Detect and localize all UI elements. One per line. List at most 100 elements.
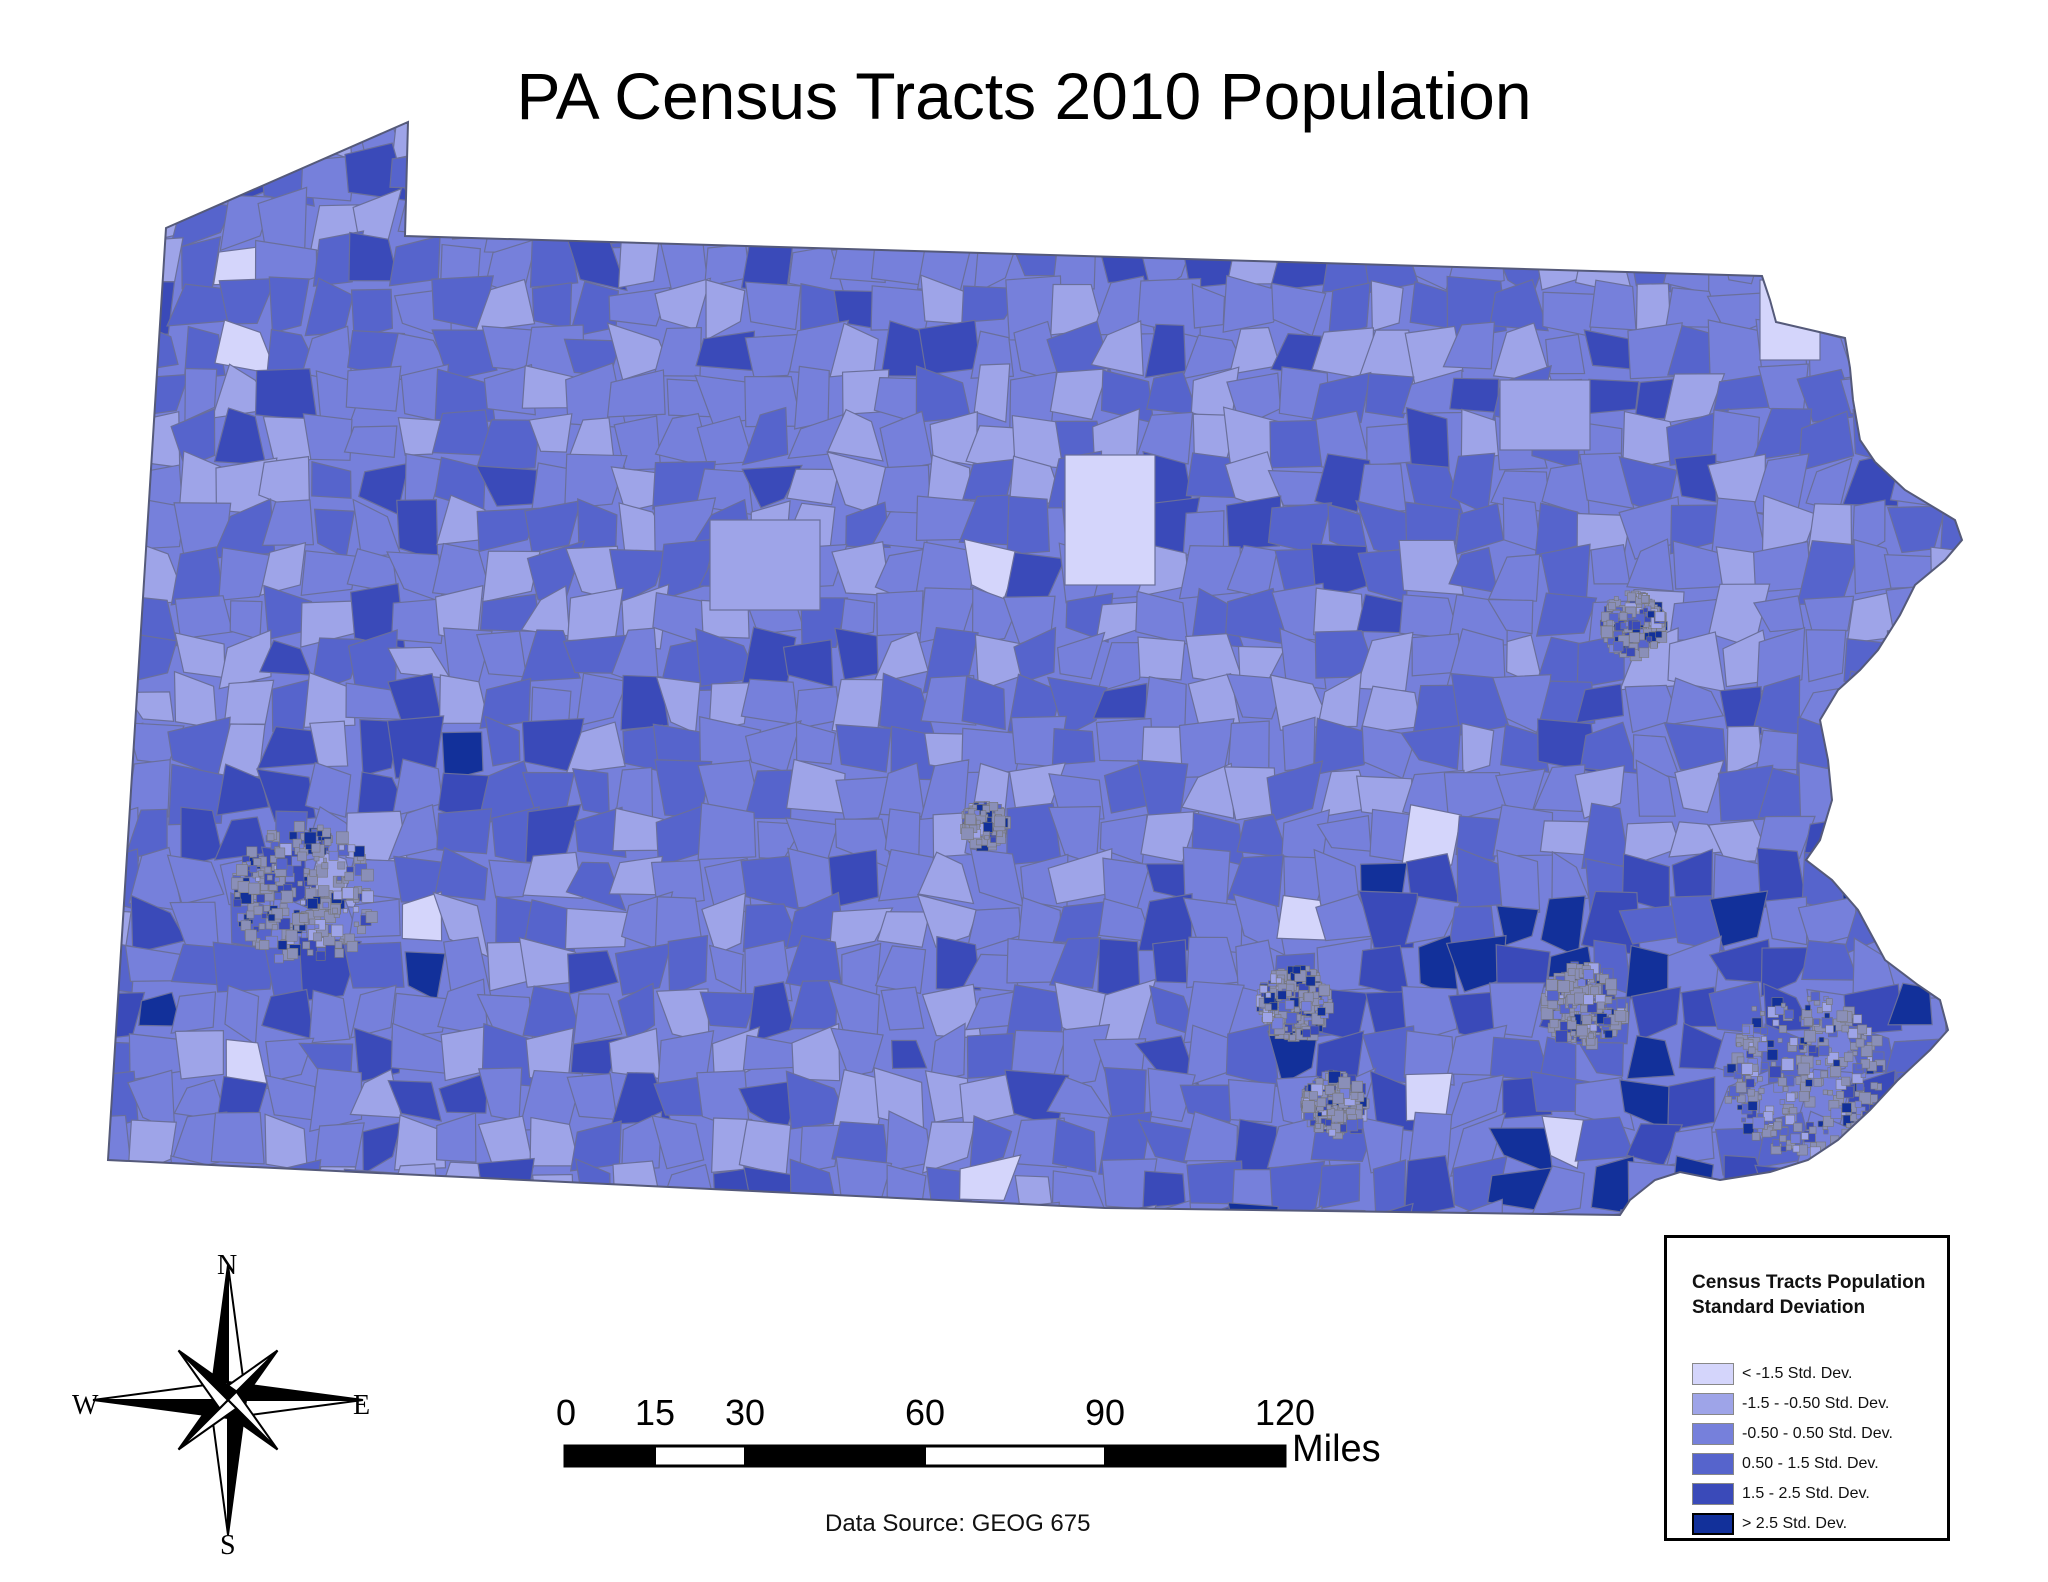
census-tract[interactable] bbox=[1721, 103, 1772, 163]
census-tract[interactable] bbox=[1147, 203, 1202, 238]
census-tract[interactable] bbox=[1048, 937, 1102, 989]
census-tract[interactable] bbox=[1064, 454, 1156, 586]
census-tract[interactable] bbox=[1222, 144, 1274, 201]
census-tract[interactable] bbox=[170, 991, 217, 1034]
census-tract[interactable] bbox=[1327, 282, 1371, 340]
census-tract[interactable] bbox=[614, 942, 673, 996]
census-tract[interactable] bbox=[1136, 103, 1200, 157]
census-tract[interactable] bbox=[268, 276, 310, 334]
census-tract[interactable] bbox=[1280, 189, 1324, 249]
census-tract[interactable] bbox=[1760, 946, 1817, 998]
census-tract[interactable] bbox=[1401, 804, 1463, 866]
census-tract[interactable] bbox=[1627, 1160, 1683, 1216]
census-tract[interactable] bbox=[1931, 407, 1988, 468]
census-tract[interactable] bbox=[1927, 1155, 1988, 1211]
census-tract[interactable] bbox=[1887, 1112, 1946, 1170]
census-tract[interactable] bbox=[1224, 187, 1288, 237]
census-tract[interactable] bbox=[345, 365, 402, 412]
census-tract[interactable] bbox=[1719, 685, 1763, 736]
census-tract[interactable] bbox=[1006, 495, 1051, 556]
census-tract[interactable] bbox=[303, 671, 356, 728]
census-tract[interactable] bbox=[565, 102, 626, 160]
census-tract[interactable] bbox=[920, 674, 977, 726]
census-tract[interactable] bbox=[872, 110, 936, 165]
census-tract[interactable] bbox=[1492, 1212, 1534, 1254]
census-tract[interactable] bbox=[969, 1115, 1013, 1170]
census-tract[interactable] bbox=[744, 1201, 804, 1260]
census-tract[interactable] bbox=[617, 239, 660, 289]
census-tract[interactable] bbox=[835, 723, 892, 773]
census-tract[interactable] bbox=[304, 761, 352, 818]
census-tract[interactable] bbox=[572, 993, 623, 1046]
census-tract[interactable] bbox=[1398, 539, 1464, 596]
census-tract[interactable] bbox=[97, 673, 137, 734]
census-tract[interactable] bbox=[1010, 1117, 1067, 1169]
census-tract[interactable] bbox=[1935, 675, 1993, 728]
census-tract[interactable] bbox=[217, 723, 266, 778]
census-tract[interactable] bbox=[699, 102, 758, 146]
census-tract[interactable] bbox=[1541, 1115, 1585, 1170]
census-tract[interactable] bbox=[214, 108, 268, 154]
census-tract[interactable] bbox=[608, 548, 668, 606]
census-tract[interactable] bbox=[1546, 200, 1589, 248]
census-tract[interactable] bbox=[1941, 322, 1990, 372]
census-tract[interactable] bbox=[973, 363, 1011, 423]
census-tract[interactable] bbox=[748, 155, 806, 198]
census-tract[interactable] bbox=[651, 1210, 701, 1257]
census-tract[interactable] bbox=[81, 320, 135, 383]
census-tract[interactable] bbox=[650, 194, 706, 245]
census-tract[interactable] bbox=[740, 99, 801, 154]
census-tract[interactable] bbox=[1635, 759, 1676, 817]
census-tract[interactable] bbox=[1358, 890, 1419, 949]
census-tract[interactable] bbox=[1318, 1162, 1361, 1210]
census-tract[interactable] bbox=[127, 105, 186, 159]
census-tract[interactable] bbox=[223, 679, 275, 725]
census-tract[interactable] bbox=[1799, 112, 1856, 147]
census-tract[interactable] bbox=[1370, 280, 1404, 332]
census-tract[interactable] bbox=[122, 1161, 190, 1215]
census-tract[interactable] bbox=[1535, 109, 1584, 150]
census-tract[interactable] bbox=[1152, 939, 1188, 984]
census-tract[interactable] bbox=[1794, 1168, 1853, 1218]
census-tract[interactable] bbox=[261, 499, 315, 547]
census-tract[interactable] bbox=[798, 1124, 841, 1174]
census-tract[interactable] bbox=[1883, 422, 1950, 464]
census-tract[interactable] bbox=[1839, 850, 1903, 904]
census-tract[interactable] bbox=[1794, 146, 1850, 204]
census-tract[interactable] bbox=[961, 675, 1006, 731]
census-tract[interactable] bbox=[793, 365, 830, 430]
census-tract[interactable] bbox=[1930, 816, 1984, 867]
census-tract[interactable] bbox=[84, 189, 135, 253]
census-tract[interactable] bbox=[255, 768, 317, 823]
census-tract[interactable] bbox=[709, 519, 821, 611]
census-tract[interactable] bbox=[436, 808, 493, 855]
census-tract[interactable] bbox=[607, 117, 657, 145]
census-tract[interactable] bbox=[482, 1200, 534, 1259]
census-tract[interactable] bbox=[1841, 190, 1905, 253]
census-tract[interactable] bbox=[90, 364, 145, 426]
census-tract[interactable] bbox=[1849, 332, 1900, 368]
census-tract[interactable] bbox=[1181, 762, 1235, 820]
census-tract[interactable] bbox=[1227, 1202, 1279, 1264]
census-tract[interactable] bbox=[1222, 274, 1288, 333]
census-tract[interactable] bbox=[1930, 546, 1985, 595]
census-tract[interactable] bbox=[564, 149, 621, 208]
census-tract[interactable] bbox=[828, 849, 879, 908]
census-tract[interactable] bbox=[265, 1037, 315, 1083]
census-tract[interactable] bbox=[1354, 196, 1416, 250]
census-tract[interactable] bbox=[1530, 1165, 1585, 1216]
census-tract[interactable] bbox=[1796, 187, 1860, 245]
census-tract[interactable] bbox=[1942, 941, 1976, 985]
census-tract[interactable] bbox=[1314, 1208, 1368, 1262]
census-tract[interactable] bbox=[401, 890, 443, 942]
census-tract[interactable] bbox=[1135, 411, 1194, 465]
census-tract[interactable] bbox=[1674, 453, 1717, 503]
census-tract[interactable] bbox=[1886, 628, 1950, 687]
census-tract[interactable] bbox=[172, 1199, 230, 1247]
census-tract[interactable] bbox=[1532, 146, 1595, 205]
census-tract[interactable] bbox=[1403, 1030, 1455, 1086]
census-tract[interactable] bbox=[1932, 715, 1991, 764]
census-tract[interactable] bbox=[1401, 985, 1458, 1045]
census-tract[interactable] bbox=[308, 989, 351, 1044]
